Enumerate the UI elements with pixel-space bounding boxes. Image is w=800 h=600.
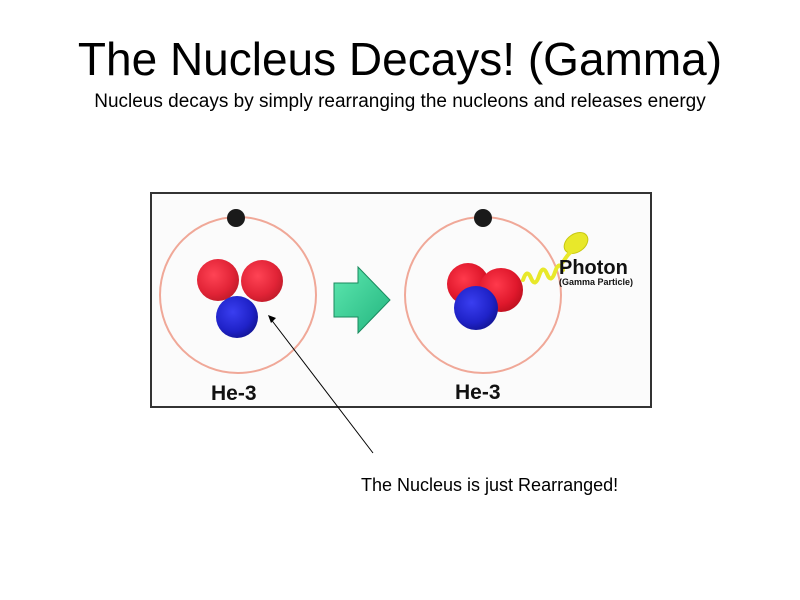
isotope-label-after: He-3 xyxy=(455,381,501,404)
caption-pointer-arrowhead xyxy=(268,315,276,323)
electron-after xyxy=(474,209,492,227)
electron-before xyxy=(227,209,245,227)
neutron-after xyxy=(454,286,498,330)
caption-pointer-line xyxy=(269,317,374,454)
atom-after xyxy=(404,209,562,374)
reaction-arrow xyxy=(333,265,391,335)
neutron-before xyxy=(216,296,258,338)
photon-wave xyxy=(521,263,565,285)
photon-head xyxy=(563,232,589,254)
proton-before-left xyxy=(197,259,239,301)
photon-sublabel: (Gamma Particle) xyxy=(559,277,633,287)
slide-title: The Nucleus Decays! (Gamma) xyxy=(77,33,723,85)
slide-subtitle: Nucleus decays by simply rearranging the… xyxy=(94,91,706,112)
proton-before-right xyxy=(241,260,283,302)
isotope-label-before: He-3 xyxy=(211,382,257,405)
photon-icon xyxy=(521,232,589,285)
photon-label: Photon xyxy=(559,257,628,279)
diagram-caption: The Nucleus is just Rearranged! xyxy=(361,475,619,495)
atom-before xyxy=(159,209,317,374)
